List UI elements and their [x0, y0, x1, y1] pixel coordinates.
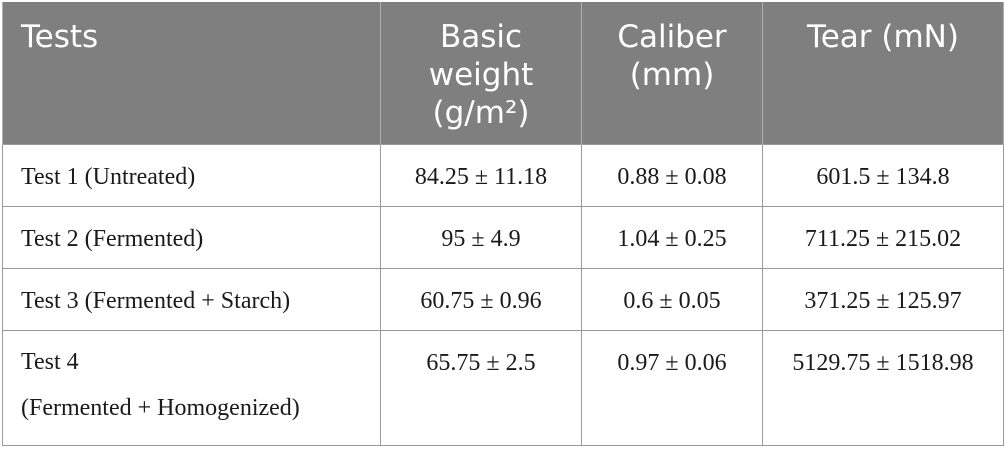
cell-test-name: Test 2 (Fermented)	[2, 206, 381, 269]
results-table-container: Tests Basic weight (g/m²) Caliber (mm) T…	[2, 2, 1004, 446]
header-caliber: Caliber (mm)	[581, 2, 763, 145]
header-caliber-line2: (mm)	[629, 57, 715, 93]
cell-tear: 5129.75 ± 1518.98	[762, 330, 1004, 446]
cell-basic-weight: 60.75 ± 0.96	[380, 268, 582, 331]
header-basic-weight-line2: weight	[428, 57, 534, 93]
cell-caliber: 0.88 ± 0.08	[581, 144, 763, 207]
results-table: Tests Basic weight (g/m²) Caliber (mm) T…	[2, 2, 1004, 446]
cell-test-name-line2: (Fermented + Homogenized)	[21, 395, 300, 421]
table-row: Test 3 (Fermented + Starch) 60.75 ± 0.96…	[2, 268, 1004, 331]
header-caliber-line1: Caliber	[617, 19, 727, 55]
header-tear: Tear (mN)	[762, 2, 1004, 145]
header-tests: Tests	[2, 2, 381, 145]
cell-tear: 711.25 ± 215.02	[762, 206, 1004, 269]
cell-basic-weight: 65.75 ± 2.5	[380, 330, 582, 446]
header-basic-weight-line1: Basic	[439, 19, 523, 55]
table-row: Test 2 (Fermented) 95 ± 4.9 1.04 ± 0.25 …	[2, 206, 1004, 269]
cell-caliber: 1.04 ± 0.25	[581, 206, 763, 269]
table-header: Tests Basic weight (g/m²) Caliber (mm) T…	[2, 2, 1004, 145]
cell-caliber: 0.97 ± 0.06	[581, 330, 763, 446]
header-row: Tests Basic weight (g/m²) Caliber (mm) T…	[2, 2, 1004, 145]
cell-caliber: 0.6 ± 0.05	[581, 268, 763, 331]
header-basic-weight: Basic weight (g/m²)	[380, 2, 582, 145]
table-body: Test 1 (Untreated) 84.25 ± 11.18 0.88 ± …	[2, 144, 1004, 446]
table-row: Test 4 (Fermented + Homogenized) 65.75 ±…	[2, 330, 1004, 446]
cell-basic-weight: 84.25 ± 11.18	[380, 144, 582, 207]
cell-test-name-line1: Test 4	[21, 349, 79, 375]
header-basic-weight-line3: (g/m²)	[432, 95, 530, 131]
cell-test-name: Test 3 (Fermented + Starch)	[2, 268, 381, 331]
table-row: Test 1 (Untreated) 84.25 ± 11.18 0.88 ± …	[2, 144, 1004, 207]
cell-basic-weight: 95 ± 4.9	[380, 206, 582, 269]
cell-test-name: Test 4 (Fermented + Homogenized)	[2, 330, 381, 446]
cell-test-name: Test 1 (Untreated)	[2, 144, 381, 207]
cell-tear: 371.25 ± 125.97	[762, 268, 1004, 331]
cell-tear: 601.5 ± 134.8	[762, 144, 1004, 207]
